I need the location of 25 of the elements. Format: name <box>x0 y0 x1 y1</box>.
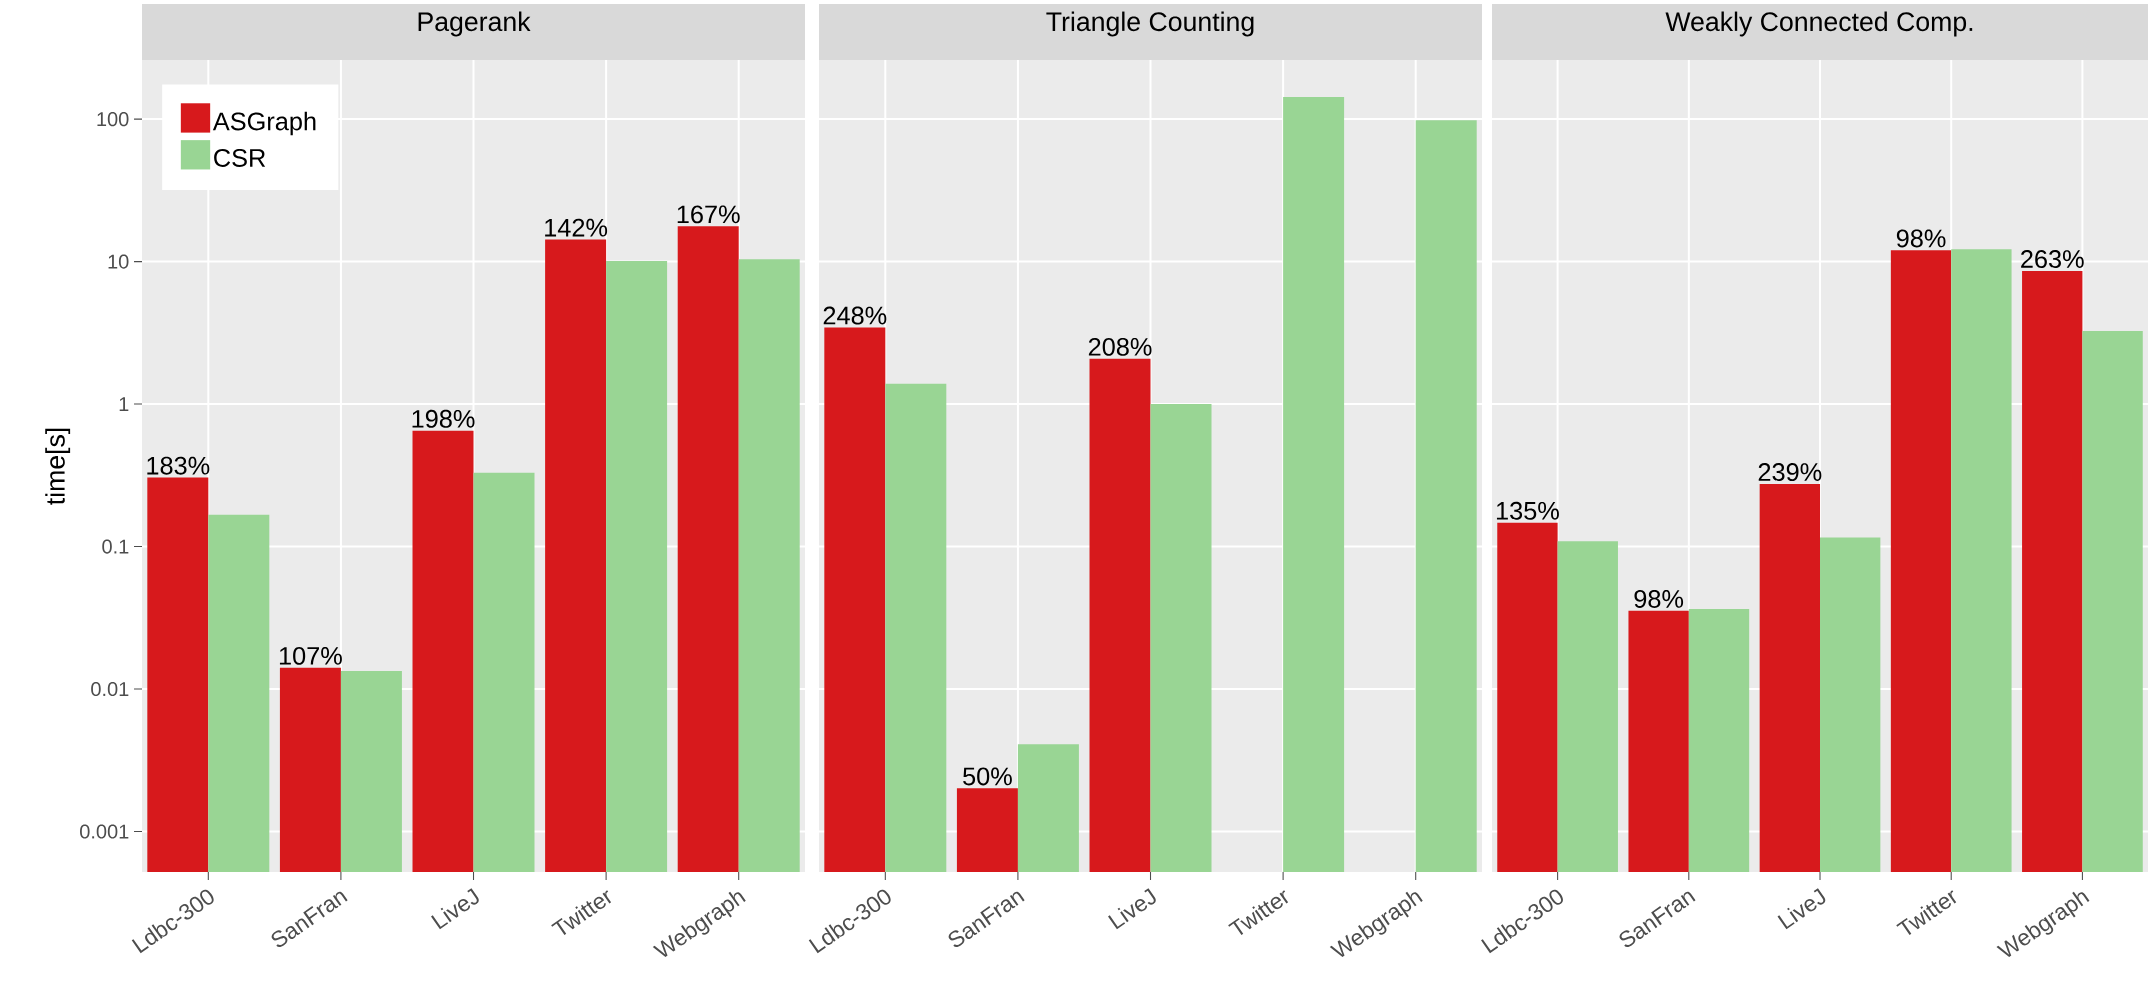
annotation: 198% <box>412 409 475 428</box>
annotation: 135% <box>1496 501 1559 520</box>
y-tick-label: 0.1 <box>102 539 129 554</box>
legend-label: CSR <box>214 148 266 167</box>
annotation: 208% <box>1088 337 1152 356</box>
annotation: 248% <box>823 306 887 325</box>
y-tick-label: 100 <box>97 112 129 127</box>
annotation: 183% <box>147 456 210 475</box>
annotation: 107% <box>279 646 342 665</box>
annotation: 142% <box>545 218 608 237</box>
chart-title: Weakly Connected Comp. <box>1665 11 1973 37</box>
annotation: 50% <box>963 767 1012 786</box>
y-tick-label: 0.01 <box>91 681 129 697</box>
annotation: 239% <box>1758 463 1822 482</box>
annotation: 98% <box>1896 229 1946 248</box>
y-axis-title: time[s] <box>45 428 71 505</box>
annotation: 263% <box>2021 250 2084 268</box>
chart-title: Triangle Counting <box>1046 11 1254 37</box>
y-tick-label: 0.001 <box>80 824 129 839</box>
chart-title: Pagerank <box>418 11 531 37</box>
annotation: 167% <box>677 205 740 224</box>
legend-label: ASGraph <box>212 111 316 136</box>
y-tick-label: 10 <box>108 254 129 269</box>
annotation: 98% <box>1634 589 1684 608</box>
y-tick-label: 1 <box>119 397 129 411</box>
